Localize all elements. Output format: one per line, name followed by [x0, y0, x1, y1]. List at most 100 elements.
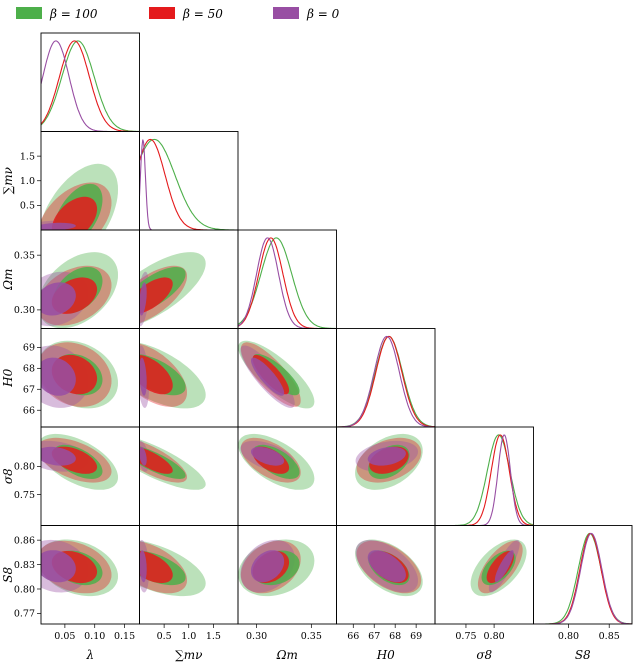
panel-s8-vs-omega-m [238, 539, 315, 597]
legend-swatch-beta-0 [273, 7, 299, 19]
marginal-lambda-series-0 [41, 40, 140, 132]
frame-omega-m-omega-m [237, 229, 337, 329]
contour-inner-lambda-h0-series-2 [41, 357, 76, 396]
panel-s8-vs-h0 [355, 539, 423, 597]
x-axis-label-sum-mnu: ∑mν [175, 648, 202, 662]
x-tick-label-sum-mnu-2: 1.5 [206, 631, 221, 642]
contour-inner-sum-mnu-h0-series-2 [139, 357, 147, 396]
frame-lambda-lambda [40, 32, 140, 132]
y-tick-label-h0-3: 69 [23, 343, 35, 354]
y-tick-label-h0-2: 68 [23, 364, 35, 375]
y-tick-label-sum-mnu-1: 1.0 [20, 176, 35, 187]
panel-sum-mnu-vs-lambda [41, 163, 118, 230]
legend: β = 100 β = 50 β = 0 [16, 7, 340, 21]
marginal-sigma8-series-0 [435, 434, 534, 526]
y-tick-label-sigma8-1: 0.80 [14, 462, 35, 473]
x-axis-label-sigma8: σ8 [476, 648, 492, 662]
x-tick-label-sum-mnu-0: 0.5 [157, 631, 172, 642]
marginal-s8-series-0 [533, 532, 632, 624]
x-tick-label-h0-3: 69 [410, 631, 422, 642]
y-tick-label-s8-0: 0.77 [14, 609, 35, 620]
panel-sigma8-vs-sum-mnu [139, 439, 206, 490]
y-axis-label-sum-mnu: ∑mν [1, 167, 15, 194]
y-tick-label-sum-mnu-2: 1.5 [20, 151, 35, 162]
y-axis-label-sigma8: σ8 [1, 468, 15, 484]
legend-label-beta-50: β = 50 [182, 7, 223, 21]
x-tick-label-h0-0: 66 [347, 631, 359, 642]
x-tick-label-h0-1: 67 [368, 631, 380, 642]
y-tick-label-omega-m-1: 0.35 [14, 250, 35, 261]
panel-omega-m-vs-omega-m [238, 237, 337, 329]
frame-sum-mnu-sum-mnu [139, 131, 239, 231]
marginal-omega-m-series-1 [238, 237, 337, 329]
x-tick-label-sigma8-0: 0.75 [455, 631, 476, 642]
y-tick-label-sum-mnu-0: 0.5 [20, 201, 35, 212]
panel-sum-mnu-vs-sum-mnu [139, 138, 238, 230]
x-tick-label-sum-mnu-1: 1.0 [181, 631, 196, 642]
y-tick-label-h0-1: 67 [23, 385, 35, 396]
contour-inner-h0-s8-series-2 [367, 550, 406, 583]
contour-inner-lambda-sum-mnu-series-1 [51, 196, 98, 230]
contour-inner-sum-mnu-s8-series-1 [139, 551, 173, 584]
y-tick-label-s8-2: 0.83 [14, 560, 35, 571]
x-tick-label-omega-m-0: 0.30 [246, 631, 267, 642]
y-tick-label-s8-1: 0.80 [14, 584, 35, 595]
panel-s8-vs-sigma8 [470, 539, 527, 597]
x-tick-label-s8-0: 0.80 [558, 631, 579, 642]
marginal-h0-series-1 [336, 335, 435, 427]
contour-inner-sigma8-s8-series-2 [494, 550, 514, 583]
contour-inner-lambda-sum-mnu-series-2 [41, 222, 76, 230]
x-tick-label-omega-m-1: 0.35 [301, 631, 322, 642]
panel-s8-vs-s8 [533, 532, 632, 624]
x-axis-label-lambda: λ [85, 648, 94, 662]
contour-inner-sum-mnu-s8-series-2 [139, 550, 147, 583]
panel-sigma8-vs-h0 [355, 433, 423, 490]
panel-lambda-vs-lambda [41, 40, 140, 132]
panel-s8-vs-sum-mnu [139, 539, 206, 597]
y-axis-label-h0: H0 [1, 368, 15, 387]
contour-inner-lambda-omega-m-series-2 [41, 282, 76, 316]
contour-inner-lambda-s8-series-2 [41, 550, 76, 583]
contour-inner-sum-mnu-omega-m-series-1 [139, 277, 173, 314]
x-axis-label-s8: S8 [575, 648, 591, 662]
x-tick-label-lambda-0: 0.05 [54, 631, 75, 642]
contour-inner-sum-mnu-omega-m-series-2 [139, 282, 147, 316]
panel-h0-vs-h0 [336, 335, 435, 427]
legend-swatch-beta-100 [16, 7, 42, 19]
x-tick-label-sigma8-1: 0.80 [484, 631, 505, 642]
y-tick-label-sigma8-0: 0.75 [14, 490, 35, 501]
marginal-s8-series-2 [533, 532, 632, 624]
y-tick-label-h0-0: 66 [23, 406, 35, 417]
contour-inner-omega-m-sigma8-series-2 [251, 446, 285, 466]
panel-omega-m-vs-lambda [41, 252, 118, 329]
marginal-sum-mnu-series-2 [139, 139, 238, 230]
contour-inner-omega-m-h0-series-2 [251, 357, 285, 396]
y-axis-label-omega-m: Ωm [1, 269, 15, 291]
contour-inner-sum-mnu-sigma8-series-1 [139, 447, 173, 474]
legend-swatch-beta-50 [149, 7, 175, 19]
contour-inner-sum-mnu-sigma8-series-2 [139, 446, 147, 466]
y-tick-label-omega-m-0: 0.30 [14, 305, 35, 316]
legend-label-beta-100: β = 100 [49, 7, 98, 21]
marginal-h0-series-0 [336, 335, 435, 427]
x-tick-label-h0-2: 68 [389, 631, 401, 642]
x-axis-label-omega-m: Ωm [276, 648, 298, 662]
panel-h0-vs-sum-mnu [139, 342, 206, 409]
marginal-lambda-series-2 [41, 40, 140, 132]
frame-h0-h0 [336, 328, 436, 428]
legend-label-beta-0: β = 0 [306, 7, 340, 21]
marginal-omega-m-series-0 [238, 237, 337, 329]
contour-inner-omega-m-s8-series-2 [251, 550, 285, 583]
panel-sigma8-vs-omega-m [238, 433, 315, 490]
panel-h0-vs-omega-m [238, 340, 315, 409]
marginal-lambda-series-1 [41, 40, 140, 132]
marginal-sum-mnu-series-0 [139, 138, 238, 230]
marginal-h0-series-2 [336, 335, 435, 427]
frame-sigma8-sigma8 [434, 426, 534, 526]
x-axis-label-h0: H0 [376, 648, 395, 662]
y-axis-label-s8: S8 [1, 566, 15, 582]
panel-h0-vs-lambda [41, 340, 118, 409]
marginal-sigma8-series-2 [435, 434, 534, 526]
